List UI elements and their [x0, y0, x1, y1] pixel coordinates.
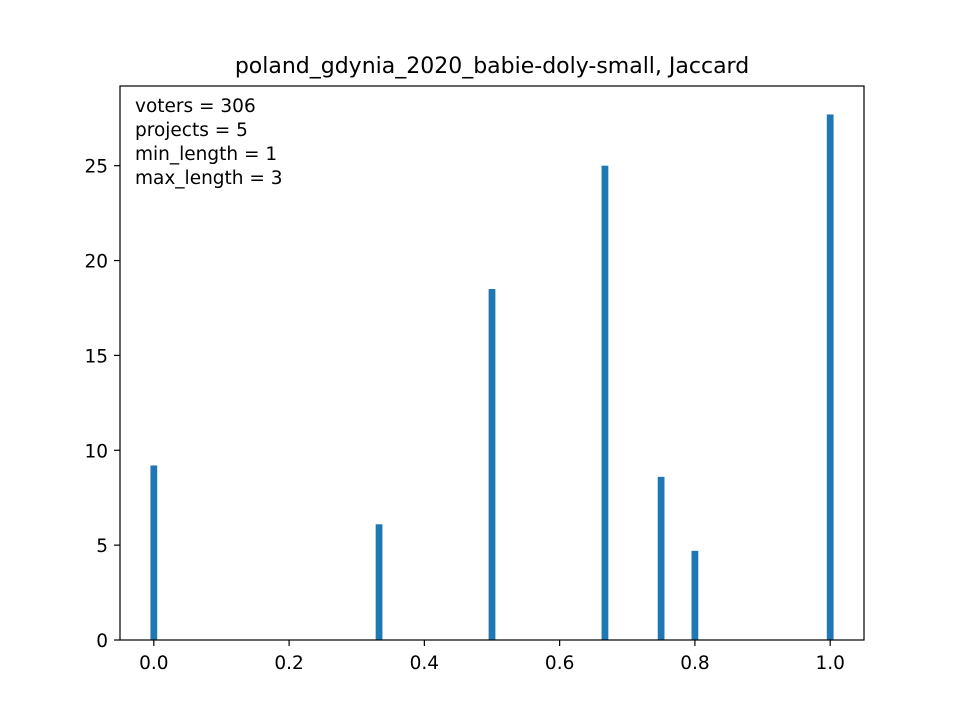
y-tick-label: 15: [84, 346, 108, 367]
ticks-layer: 0.0 0.2 0.4 0.6 0.8 1.0 0 5 10 15 20 25: [84, 157, 844, 674]
annotation-projects: projects = 5: [135, 120, 248, 141]
x-tick-label: 0.8: [680, 653, 709, 674]
bar: [488, 289, 496, 640]
bar: [150, 465, 158, 640]
annotation-max-length: max_length = 3: [135, 168, 283, 189]
x-tick-label: 0.4: [410, 653, 439, 674]
annotation-min-length: min_length = 1: [135, 144, 277, 165]
x-tick-label: 1.0: [815, 653, 844, 674]
annotation-voters: voters = 306: [135, 96, 256, 117]
bar: [601, 165, 609, 640]
stats-annotation: voters = 306 projects = 5 min_length = 1…: [135, 96, 283, 189]
plot-frame: [119, 85, 865, 641]
x-tick-label: 0.2: [274, 653, 303, 674]
bar: [375, 524, 383, 640]
x-tick-label: 0.0: [139, 653, 168, 674]
y-tick-label: 25: [84, 157, 108, 178]
x-tick-label: 0.6: [545, 653, 574, 674]
y-tick-label: 5: [96, 536, 108, 557]
bar: [826, 114, 834, 640]
bar: [657, 476, 665, 640]
bar: [691, 550, 699, 640]
y-tick-label: 0: [96, 631, 108, 652]
chart-title: poland_gdynia_2020_babie-doly-small, Jac…: [235, 54, 749, 79]
y-tick-label: 20: [84, 252, 108, 273]
bars-layer: [150, 114, 834, 640]
y-tick-label: 10: [84, 441, 108, 462]
